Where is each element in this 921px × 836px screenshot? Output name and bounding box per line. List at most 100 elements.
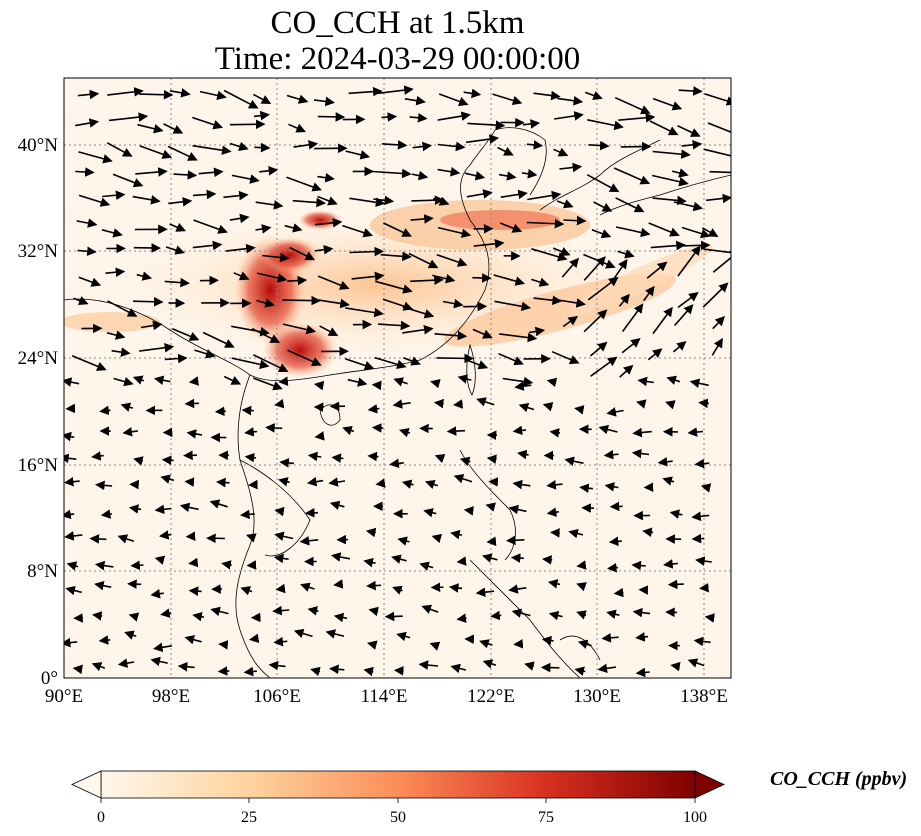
- wind-vector-arrow: [325, 629, 345, 639]
- wind-vector-arrow: [75, 118, 100, 128]
- wind-vector-arrow: [179, 502, 199, 513]
- wind-vector-arrow: [473, 239, 505, 249]
- wind-vector-arrow: [240, 509, 255, 520]
- wind-vector-arrow: [272, 605, 290, 616]
- wind-vector-arrow: [476, 397, 495, 407]
- wind-vector-arrow: [289, 246, 316, 261]
- wind-vector-arrow: [497, 146, 514, 156]
- wind-vector-arrow: [307, 451, 322, 462]
- wind-vector-arrow: [192, 144, 232, 155]
- wind-vector-arrow: [160, 474, 175, 484]
- wind-vector-arrow: [588, 140, 610, 151]
- wind-vector-arrow: [591, 229, 612, 239]
- wind-vector-arrow: [615, 226, 651, 238]
- wind-vector-arrow: [255, 200, 284, 210]
- wind-vector-arrow: [698, 398, 710, 409]
- wind-vector-arrow: [342, 425, 355, 436]
- wind-vector-arrow: [163, 123, 184, 134]
- wind-vector-arrow: [702, 282, 729, 308]
- wind-vector-arrow: [169, 222, 186, 232]
- wind-vector-arrow: [636, 399, 647, 409]
- wind-vector-arrow: [392, 585, 403, 595]
- map-background: [64, 78, 731, 678]
- wind-vector-arrow: [522, 119, 541, 129]
- wind-vector-arrow: [120, 402, 134, 412]
- wind-vector-arrow: [584, 90, 603, 101]
- wind-vector-arrow: [100, 509, 113, 519]
- wind-vector-arrow: [433, 398, 445, 409]
- wind-vector-arrow: [107, 300, 138, 317]
- wind-vector-arrow: [637, 376, 654, 387]
- lon-tick-90e: 90°E: [45, 686, 83, 707]
- wind-vector-arrow: [330, 552, 351, 562]
- wind-vector-arrow: [464, 358, 489, 370]
- wind-vector-arrow: [531, 277, 550, 287]
- wind-vector-arrow: [249, 633, 260, 644]
- wind-vector-arrow: [76, 218, 98, 228]
- wind-vector-arrow: [423, 508, 437, 518]
- wind-vector-arrow: [437, 141, 466, 152]
- wind-vector-arrow: [687, 658, 705, 668]
- wind-vector-arrow: [77, 89, 100, 100]
- wind-vector-arrow: [78, 276, 102, 287]
- wind-vector-arrow: [111, 347, 131, 357]
- wind-vector-arrow: [438, 93, 469, 107]
- wind-vector-arrow: [450, 529, 463, 540]
- wind-vector-arrow: [618, 112, 656, 123]
- wind-vector-arrow: [494, 300, 532, 312]
- wind-vector-arrow: [132, 375, 145, 385]
- wind-vector-arrow: [251, 327, 281, 343]
- wind-vector-arrow: [587, 119, 624, 131]
- wind-vector-arrow: [349, 197, 386, 207]
- wind-vector-arrow: [603, 449, 619, 460]
- wind-vector-arrow: [608, 536, 622, 547]
- wind-vector-arrow: [586, 173, 620, 193]
- lat-tick-24n: 24°N: [18, 348, 59, 369]
- wind-vector-arrow: [99, 405, 111, 416]
- wind-vector-arrow: [707, 122, 731, 133]
- wind-vector-arrow: [512, 425, 527, 436]
- wind-vector-arrow: [619, 364, 634, 378]
- wind-vector-arrow: [199, 90, 227, 101]
- wind-vector-arrow: [243, 666, 257, 677]
- wind-vector-arrow: [128, 612, 140, 622]
- wind-vector-arrow: [412, 141, 433, 152]
- wind-vector-arrow: [376, 85, 414, 95]
- wind-vector-arrow: [135, 167, 168, 177]
- wind-vector-arrow: [456, 556, 467, 566]
- wind-vector-arrow: [173, 170, 198, 180]
- wind-vector-arrow: [314, 431, 325, 441]
- wind-vector-arrow: [700, 483, 712, 493]
- wind-vector-arrow: [500, 189, 528, 200]
- wind-vector-arrow: [472, 273, 492, 283]
- wind-vector-arrow: [366, 580, 382, 591]
- wind-vector-arrow: [647, 348, 663, 361]
- wind-vector-arrow: [282, 323, 317, 335]
- wind-vector-arrow: [177, 661, 195, 672]
- wind-vector-arrow: [498, 352, 524, 366]
- wind-vector-arrow: [139, 342, 175, 353]
- wind-vector-arrow: [463, 506, 474, 516]
- wind-vector-arrow: [574, 405, 585, 415]
- wind-vector-arrow: [617, 249, 635, 259]
- colorbar-gradient: [100, 770, 696, 799]
- wind-vector-arrow: [547, 579, 561, 589]
- wind-vector-arrow: [601, 633, 619, 643]
- wind-vector-arrow: [304, 508, 319, 518]
- wind-vector-arrow: [349, 246, 385, 257]
- wind-vector-arrow: [365, 527, 377, 538]
- wind-vector-arrow: [411, 170, 429, 181]
- wind-vector-arrow: [184, 398, 200, 409]
- lon-tick-122e: 122°E: [467, 686, 515, 707]
- wind-vector-arrow: [432, 273, 456, 284]
- wind-vector-arrow: [64, 531, 83, 541]
- wind-vector-arrow: [313, 380, 325, 391]
- wind-vector-arrow: [437, 111, 471, 121]
- wind-vector-arrow: [344, 358, 375, 371]
- wind-vector-arrow: [403, 356, 421, 366]
- wind-vector-arrow: [300, 582, 315, 592]
- wind-vector-arrow: [511, 608, 531, 618]
- wind-vector-arrow: [482, 553, 498, 563]
- wind-vector-arrow: [475, 587, 495, 597]
- wind-vector-arrow: [618, 293, 630, 307]
